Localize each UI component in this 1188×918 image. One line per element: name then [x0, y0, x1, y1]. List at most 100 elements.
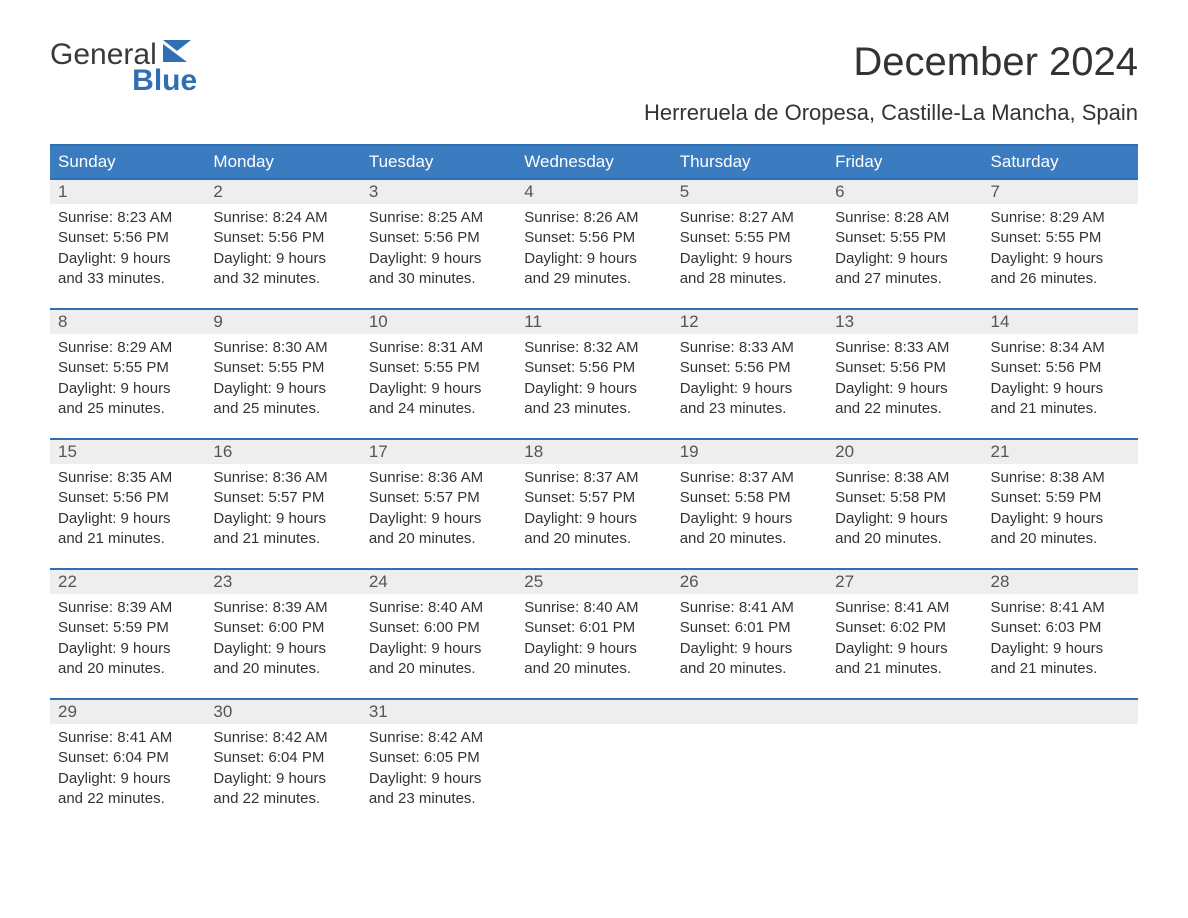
day-body: Sunrise: 8:36 AMSunset: 5:57 PMDaylight:… [205, 464, 360, 557]
sunrise-line: Sunrise: 8:27 AM [680, 208, 819, 228]
location-subtitle: Herreruela de Oropesa, Castille-La Manch… [50, 100, 1138, 126]
day-number [983, 700, 1138, 724]
sunrise-line: Sunrise: 8:36 AM [213, 468, 352, 488]
daylight-line: Daylight: 9 hours and 20 minutes. [524, 509, 663, 550]
day-body: Sunrise: 8:39 AMSunset: 5:59 PMDaylight:… [50, 594, 205, 687]
sunrise-line: Sunrise: 8:29 AM [991, 208, 1130, 228]
day-cell: 27Sunrise: 8:41 AMSunset: 6:02 PMDayligh… [827, 570, 982, 698]
day-number: 10 [361, 310, 516, 334]
sunrise-line: Sunrise: 8:40 AM [524, 598, 663, 618]
day-body [827, 724, 982, 816]
daylight-line: Daylight: 9 hours and 33 minutes. [58, 249, 197, 290]
sunrise-line: Sunrise: 8:26 AM [524, 208, 663, 228]
sunset-line: Sunset: 5:55 PM [369, 358, 508, 378]
day-number: 23 [205, 570, 360, 594]
day-body: Sunrise: 8:30 AMSunset: 5:55 PMDaylight:… [205, 334, 360, 427]
day-cell: 20Sunrise: 8:38 AMSunset: 5:58 PMDayligh… [827, 440, 982, 568]
day-cell: 25Sunrise: 8:40 AMSunset: 6:01 PMDayligh… [516, 570, 671, 698]
day-number: 1 [50, 180, 205, 204]
day-body: Sunrise: 8:40 AMSunset: 6:00 PMDaylight:… [361, 594, 516, 687]
day-cell: 2Sunrise: 8:24 AMSunset: 5:56 PMDaylight… [205, 180, 360, 308]
day-body: Sunrise: 8:25 AMSunset: 5:56 PMDaylight:… [361, 204, 516, 297]
sunrise-line: Sunrise: 8:39 AM [58, 598, 197, 618]
month-title: December 2024 [853, 40, 1138, 85]
day-body: Sunrise: 8:41 AMSunset: 6:02 PMDaylight:… [827, 594, 982, 687]
calendar-page: General Blue December 2024 Herreruela de… [0, 0, 1188, 878]
sunset-line: Sunset: 6:04 PM [213, 748, 352, 768]
weekday-header: Thursday [672, 146, 827, 178]
sunset-line: Sunset: 6:04 PM [58, 748, 197, 768]
sunrise-line: Sunrise: 8:38 AM [835, 468, 974, 488]
daylight-line: Daylight: 9 hours and 24 minutes. [369, 379, 508, 420]
day-body: Sunrise: 8:36 AMSunset: 5:57 PMDaylight:… [361, 464, 516, 557]
sunrise-line: Sunrise: 8:33 AM [835, 338, 974, 358]
daylight-line: Daylight: 9 hours and 22 minutes. [835, 379, 974, 420]
sunset-line: Sunset: 5:55 PM [991, 228, 1130, 248]
sunset-line: Sunset: 5:57 PM [213, 488, 352, 508]
daylight-line: Daylight: 9 hours and 20 minutes. [680, 639, 819, 680]
day-number: 26 [672, 570, 827, 594]
day-cell: 28Sunrise: 8:41 AMSunset: 6:03 PMDayligh… [983, 570, 1138, 698]
calendar-grid: SundayMondayTuesdayWednesdayThursdayFrid… [50, 144, 1138, 828]
day-number: 14 [983, 310, 1138, 334]
sunrise-line: Sunrise: 8:37 AM [680, 468, 819, 488]
day-number: 17 [361, 440, 516, 464]
sunset-line: Sunset: 5:55 PM [835, 228, 974, 248]
sunset-line: Sunset: 5:58 PM [680, 488, 819, 508]
daylight-line: Daylight: 9 hours and 21 minutes. [991, 639, 1130, 680]
daylight-line: Daylight: 9 hours and 22 minutes. [213, 769, 352, 810]
sunset-line: Sunset: 5:56 PM [369, 228, 508, 248]
day-number [672, 700, 827, 724]
day-number: 30 [205, 700, 360, 724]
day-cell: 12Sunrise: 8:33 AMSunset: 5:56 PMDayligh… [672, 310, 827, 438]
week-row: 29Sunrise: 8:41 AMSunset: 6:04 PMDayligh… [50, 698, 1138, 828]
sunset-line: Sunset: 5:56 PM [524, 228, 663, 248]
sunrise-line: Sunrise: 8:28 AM [835, 208, 974, 228]
day-cell: 30Sunrise: 8:42 AMSunset: 6:04 PMDayligh… [205, 700, 360, 828]
daylight-line: Daylight: 9 hours and 21 minutes. [991, 379, 1130, 420]
day-cell: 1Sunrise: 8:23 AMSunset: 5:56 PMDaylight… [50, 180, 205, 308]
sunset-line: Sunset: 6:01 PM [524, 618, 663, 638]
sunrise-line: Sunrise: 8:42 AM [213, 728, 352, 748]
day-cell: 16Sunrise: 8:36 AMSunset: 5:57 PMDayligh… [205, 440, 360, 568]
sunrise-line: Sunrise: 8:33 AM [680, 338, 819, 358]
weekday-header: Tuesday [361, 146, 516, 178]
sunset-line: Sunset: 5:56 PM [991, 358, 1130, 378]
day-body: Sunrise: 8:29 AMSunset: 5:55 PMDaylight:… [983, 204, 1138, 297]
day-cell: 7Sunrise: 8:29 AMSunset: 5:55 PMDaylight… [983, 180, 1138, 308]
day-body: Sunrise: 8:42 AMSunset: 6:04 PMDaylight:… [205, 724, 360, 817]
daylight-line: Daylight: 9 hours and 20 minutes. [213, 639, 352, 680]
sunrise-line: Sunrise: 8:39 AM [213, 598, 352, 618]
weekday-header: Friday [827, 146, 982, 178]
day-number: 20 [827, 440, 982, 464]
day-body: Sunrise: 8:40 AMSunset: 6:01 PMDaylight:… [516, 594, 671, 687]
sunset-line: Sunset: 5:56 PM [524, 358, 663, 378]
header-row: General Blue December 2024 [50, 40, 1138, 96]
day-body: Sunrise: 8:33 AMSunset: 5:56 PMDaylight:… [672, 334, 827, 427]
day-cell [983, 700, 1138, 828]
day-body: Sunrise: 8:38 AMSunset: 5:59 PMDaylight:… [983, 464, 1138, 557]
week-row: 15Sunrise: 8:35 AMSunset: 5:56 PMDayligh… [50, 438, 1138, 568]
sunset-line: Sunset: 5:57 PM [524, 488, 663, 508]
day-cell: 11Sunrise: 8:32 AMSunset: 5:56 PMDayligh… [516, 310, 671, 438]
sunset-line: Sunset: 5:55 PM [680, 228, 819, 248]
week-row: 1Sunrise: 8:23 AMSunset: 5:56 PMDaylight… [50, 178, 1138, 308]
daylight-line: Daylight: 9 hours and 29 minutes. [524, 249, 663, 290]
sunrise-line: Sunrise: 8:34 AM [991, 338, 1130, 358]
daylight-line: Daylight: 9 hours and 20 minutes. [58, 639, 197, 680]
day-number: 6 [827, 180, 982, 204]
day-cell: 29Sunrise: 8:41 AMSunset: 6:04 PMDayligh… [50, 700, 205, 828]
sunrise-line: Sunrise: 8:41 AM [835, 598, 974, 618]
sunset-line: Sunset: 5:59 PM [58, 618, 197, 638]
daylight-line: Daylight: 9 hours and 21 minutes. [213, 509, 352, 550]
day-body: Sunrise: 8:34 AMSunset: 5:56 PMDaylight:… [983, 334, 1138, 427]
day-number: 22 [50, 570, 205, 594]
week-row: 8Sunrise: 8:29 AMSunset: 5:55 PMDaylight… [50, 308, 1138, 438]
weekday-header: Saturday [983, 146, 1138, 178]
day-body: Sunrise: 8:39 AMSunset: 6:00 PMDaylight:… [205, 594, 360, 687]
weekday-header: Monday [205, 146, 360, 178]
sunrise-line: Sunrise: 8:38 AM [991, 468, 1130, 488]
logo: General Blue [50, 40, 197, 96]
daylight-line: Daylight: 9 hours and 22 minutes. [58, 769, 197, 810]
day-number [516, 700, 671, 724]
